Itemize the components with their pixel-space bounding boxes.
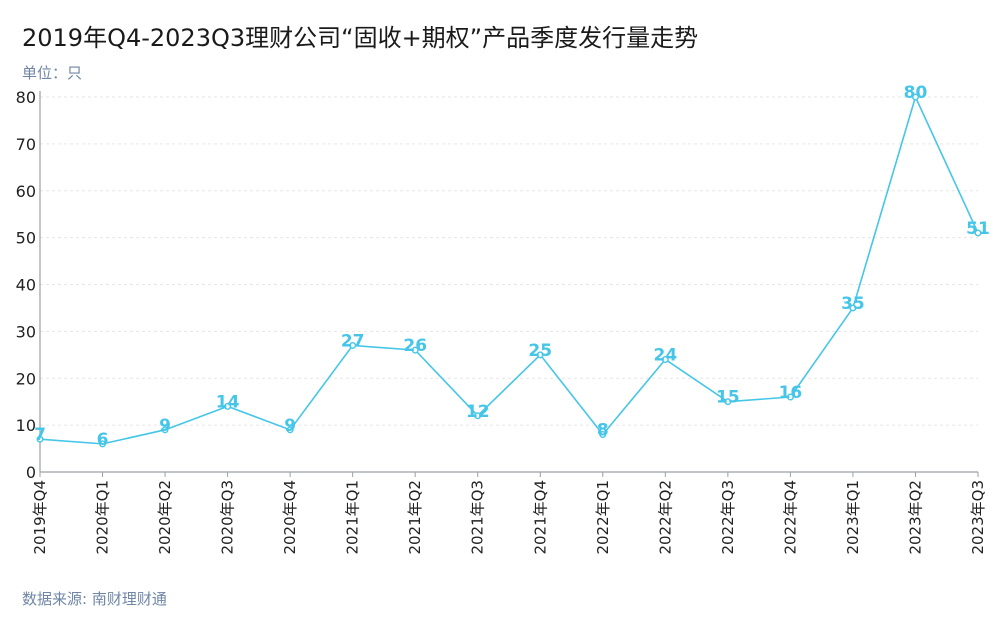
y-tick-label: 70 bbox=[16, 135, 36, 154]
data-label: 35 bbox=[841, 294, 865, 314]
data-point bbox=[911, 93, 919, 101]
data-point bbox=[286, 426, 294, 434]
data-label: 25 bbox=[528, 341, 552, 361]
data-labels: 7 6 9 14 9 27 26 12 25 8 24 15 16 35 80 51 bbox=[34, 83, 990, 450]
data-label: 9 bbox=[159, 416, 171, 436]
data-label: 15 bbox=[716, 388, 740, 408]
axes: 0 10 20 30 40 50 60 70 80 2019年Q4 2020年Q1 2020年Q2 20… bbox=[16, 88, 987, 555]
x-tick-label: 2022年Q3 bbox=[719, 480, 737, 555]
y-tick-label: 0 bbox=[26, 463, 36, 482]
data-point bbox=[661, 356, 669, 364]
x-tick-label: 2021年Q3 bbox=[469, 480, 487, 555]
data-point bbox=[724, 398, 732, 406]
data-label: 8 bbox=[597, 421, 609, 441]
data-label: 24 bbox=[653, 346, 677, 366]
data-point bbox=[849, 304, 857, 312]
line-chart: 0 10 20 30 40 50 60 70 80 2019年Q4 2020年Q1 2020年Q2 20… bbox=[16, 83, 990, 555]
x-tick-label: 2021年Q1 bbox=[344, 480, 362, 555]
x-tick-label: 2020年Q1 bbox=[94, 480, 112, 555]
data-label: 51 bbox=[966, 219, 990, 239]
y-tick-label: 40 bbox=[16, 276, 36, 295]
source-note: 数据来源: 南财理财通 bbox=[22, 590, 167, 608]
x-tick-label: 2020年Q2 bbox=[156, 480, 174, 555]
y-tick-label: 10 bbox=[16, 416, 36, 435]
unit-label: 单位：只 bbox=[22, 64, 83, 82]
x-tick-label: 2021年Q2 bbox=[406, 480, 424, 555]
grid-lines bbox=[40, 96, 978, 426]
x-tick-label: 2022年Q4 bbox=[781, 480, 799, 555]
data-point bbox=[36, 435, 44, 443]
data-point bbox=[974, 229, 982, 237]
x-tick-label: 2019年Q4 bbox=[31, 480, 49, 555]
data-label: 16 bbox=[779, 383, 803, 403]
data-point bbox=[411, 346, 419, 354]
data-point bbox=[161, 426, 169, 434]
y-tick-label: 50 bbox=[16, 229, 36, 248]
x-tick-label: 2021年Q4 bbox=[531, 480, 549, 555]
data-label: 14 bbox=[216, 392, 240, 412]
x-tick-label: 2022年Q1 bbox=[594, 480, 612, 555]
series bbox=[36, 93, 982, 448]
y-tick-label: 30 bbox=[16, 322, 36, 341]
data-point bbox=[536, 351, 544, 359]
data-label: 6 bbox=[97, 430, 109, 450]
data-label: 26 bbox=[403, 336, 427, 356]
data-label: 9 bbox=[284, 416, 296, 436]
series-line bbox=[39, 94, 979, 445]
data-label: 27 bbox=[341, 331, 365, 351]
data-point bbox=[786, 393, 794, 401]
x-tick-label: 2023年Q1 bbox=[844, 480, 862, 555]
data-label: 7 bbox=[34, 425, 46, 445]
x-tick-label: 2020年Q3 bbox=[219, 480, 237, 555]
data-point bbox=[474, 412, 482, 420]
y-tick-label: 20 bbox=[16, 369, 36, 388]
data-point bbox=[99, 440, 107, 448]
data-label: 80 bbox=[904, 83, 928, 103]
data-point bbox=[599, 431, 607, 439]
x-tick-label: 2022年Q2 bbox=[656, 480, 674, 555]
x-tick-label: 2023年Q3 bbox=[969, 480, 987, 555]
x-tick-label: 2020年Q4 bbox=[281, 480, 299, 555]
y-tick-label: 60 bbox=[16, 182, 36, 201]
x-tick-label: 2023年Q2 bbox=[906, 480, 924, 555]
data-point bbox=[224, 402, 232, 410]
y-tick-label: 80 bbox=[16, 88, 36, 107]
data-point bbox=[349, 341, 357, 349]
chart-title: 2019年Q4-2023Q3理财公司“固收+期权”产品季度发行量走势 bbox=[22, 24, 699, 52]
data-label: 12 bbox=[466, 402, 490, 422]
